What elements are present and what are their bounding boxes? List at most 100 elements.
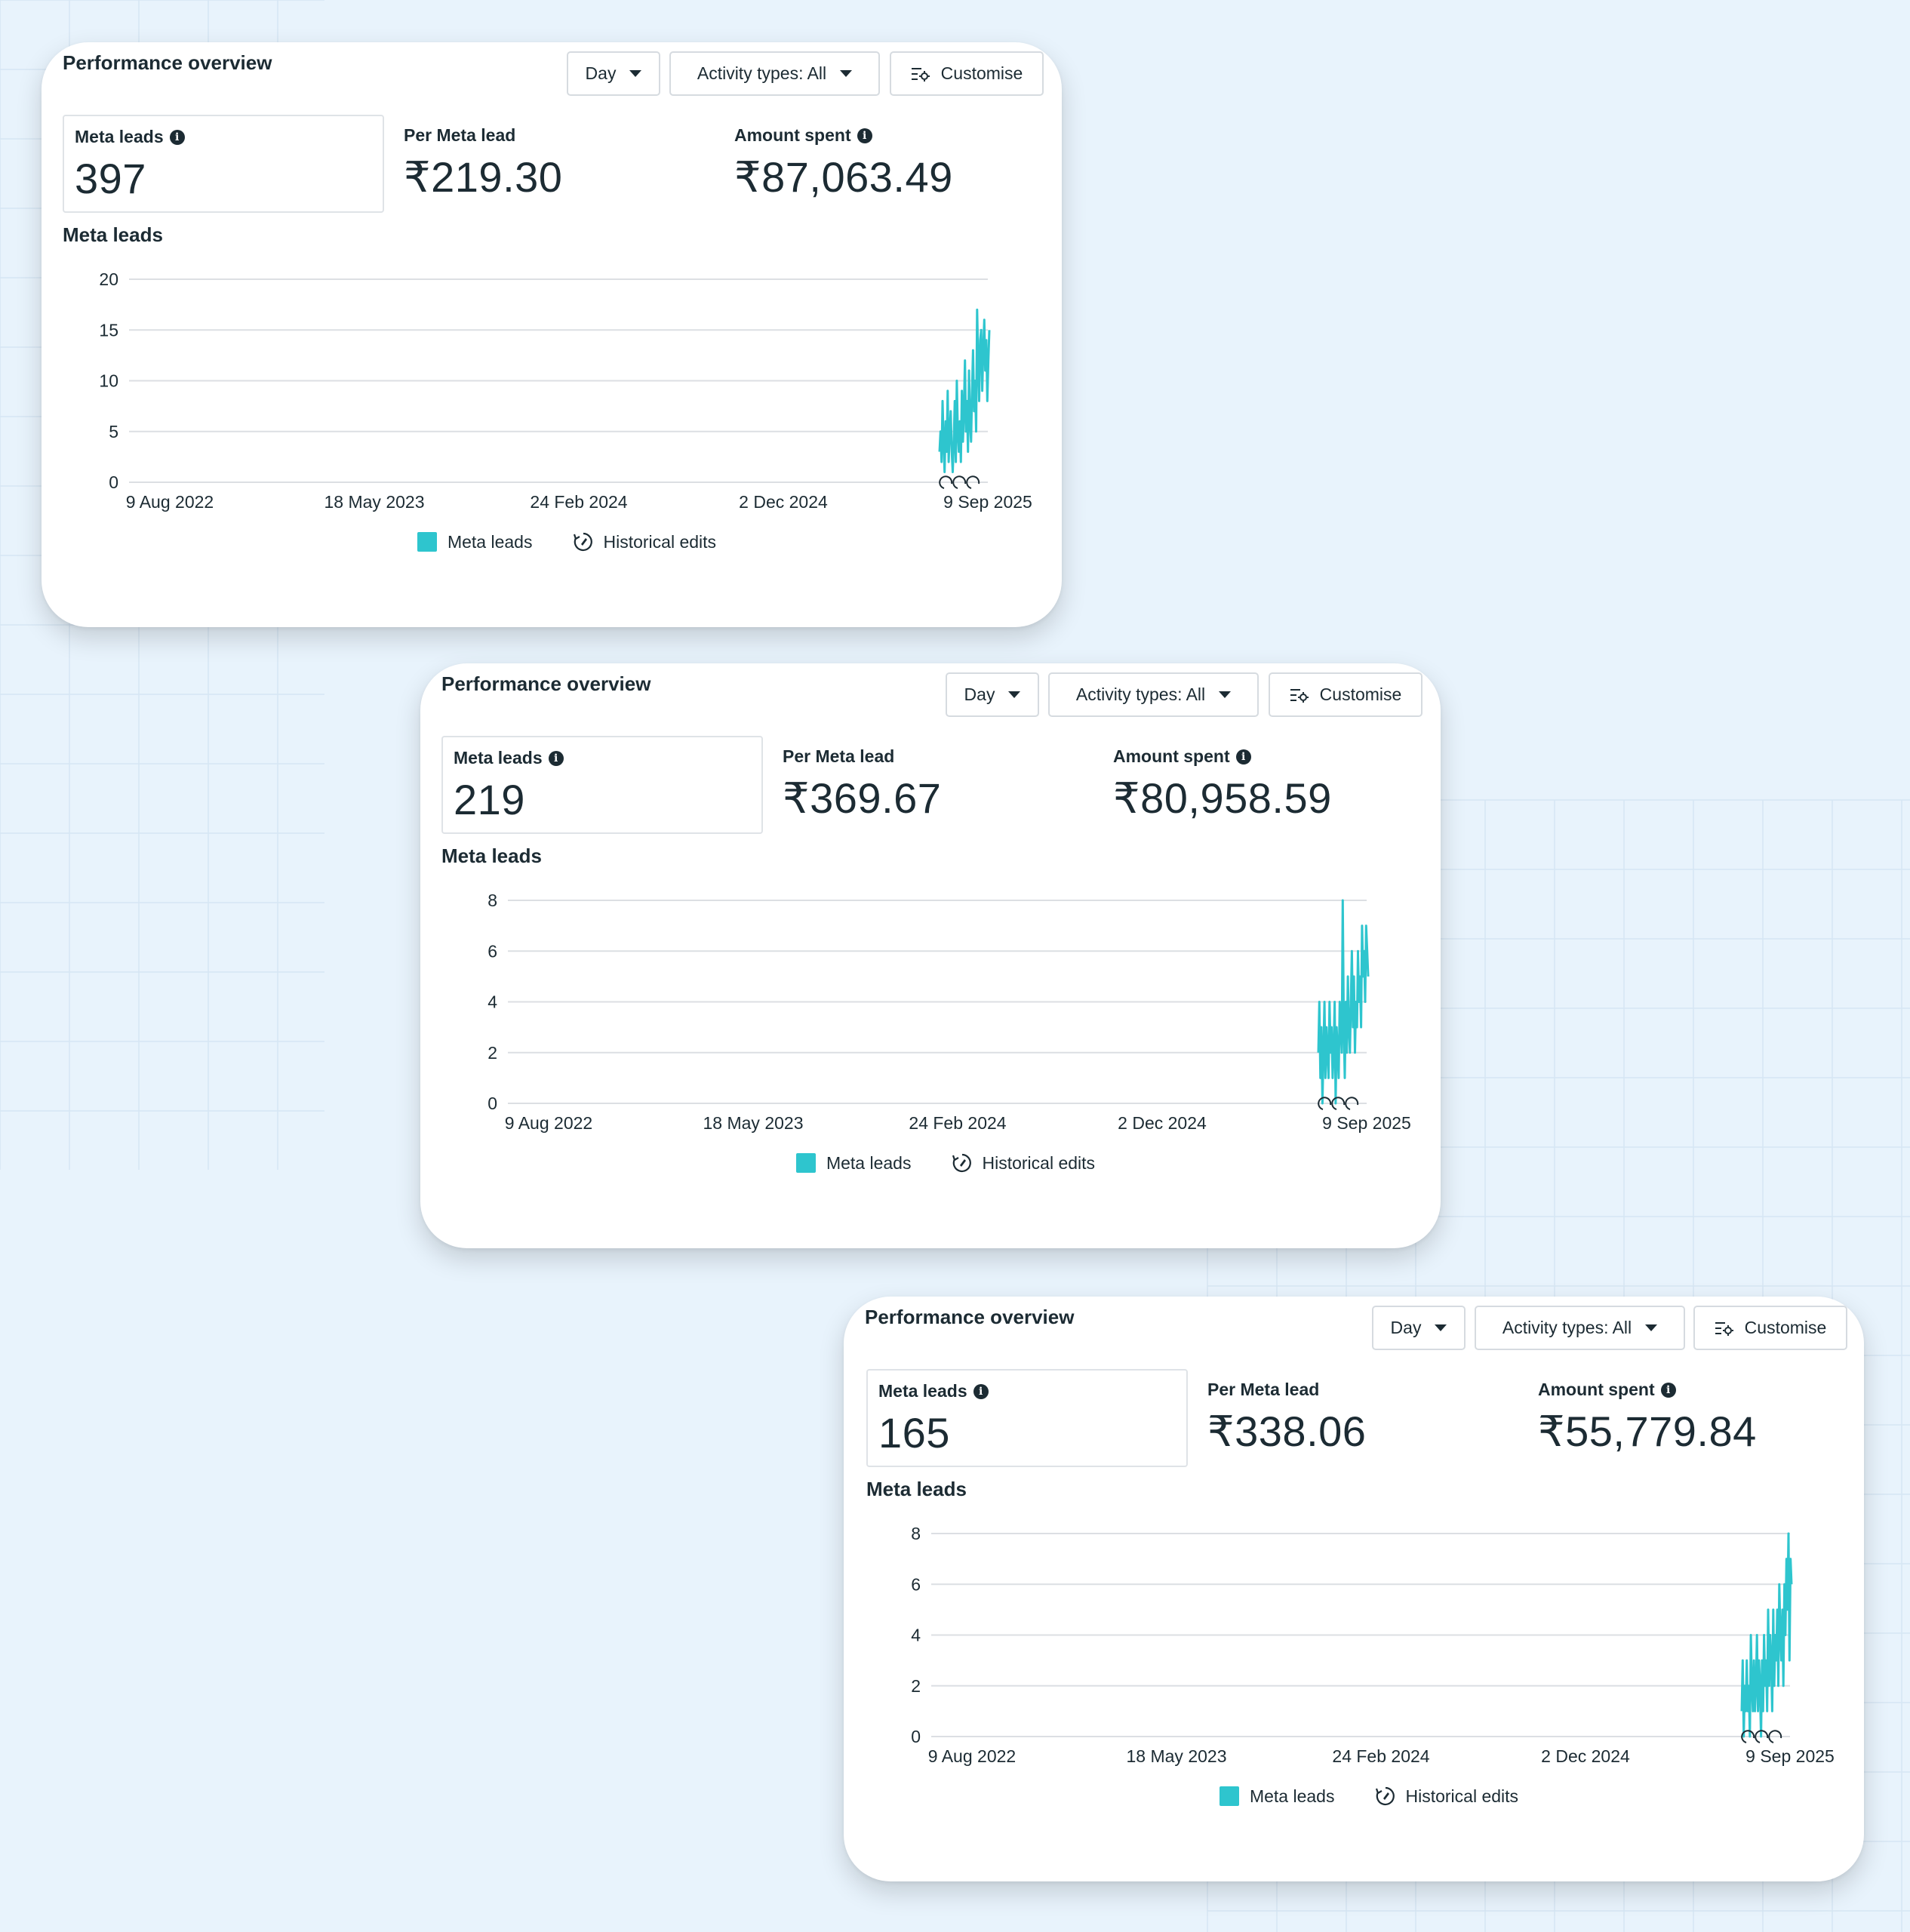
customise-label: Customise (1319, 685, 1402, 704)
metric-label: Meta leads (878, 1381, 967, 1401)
info-icon[interactable]: i (169, 129, 185, 145)
metric-value: ₹338.06 (1207, 1407, 1367, 1455)
legend-item-meta-leads[interactable]: Meta leads (795, 1153, 911, 1174)
historical-edit-marker (966, 475, 980, 489)
metric-amount-spent[interactable]: Amount spent i ₹80,958.59 (1103, 736, 1424, 834)
legend-label: Historical edits (982, 1152, 1096, 1173)
meta-leads-chart: 0 2 4 6 8 9 Aug 2022 18 May 2023 24 Feb 2024 2 D… (911, 1524, 1835, 1766)
metric-value: ₹80,958.59 (1113, 774, 1332, 822)
y-tick-label: 20 (99, 269, 118, 289)
chart-section-label: Meta leads (441, 844, 542, 867)
day-dropdown[interactable]: Day (567, 51, 660, 96)
chart-section-label: Meta leads (63, 223, 163, 246)
metric-amount-spent[interactable]: Amount spent i ₹55,779.84 (1527, 1369, 1849, 1467)
legend-label: Historical edits (1405, 1786, 1519, 1806)
customise-button[interactable]: Customise (1693, 1306, 1847, 1350)
x-tick-label: 18 May 2023 (324, 492, 425, 512)
activity-types-dropdown[interactable]: Activity types: All (669, 51, 880, 96)
x-tick-label: 2 Dec 2024 (1118, 1113, 1207, 1133)
historical-edit-marker (1755, 1730, 1769, 1743)
y-tick-label: 4 (487, 992, 497, 1012)
historical-edit-marker (1741, 1730, 1755, 1743)
x-tick-label: 9 Sep 2025 (943, 492, 1032, 512)
legend-swatch (417, 532, 437, 552)
settings-sliders-icon (1290, 688, 1309, 703)
customise-label: Customise (940, 63, 1023, 83)
x-tick-label: 9 Sep 2025 (1322, 1113, 1411, 1133)
chart-legend: Meta leads Historical edits (420, 1152, 1441, 1174)
historical-edit-marker (1331, 1097, 1346, 1110)
x-tick-label: 24 Feb 2024 (530, 492, 627, 512)
x-tick-label: 18 May 2023 (1127, 1746, 1227, 1766)
metric-per-meta-lead[interactable]: Per Meta lead ₹219.30 (393, 115, 715, 213)
metric-label-wrap: Amount spent i (1113, 746, 1251, 767)
y-tick-label: 6 (487, 941, 497, 961)
metric-amount-spent[interactable]: Amount spent i ₹87,063.49 (724, 115, 1045, 213)
legend-item-historical-edits[interactable]: Historical edits (952, 1152, 1095, 1174)
historical-edit-marker (1768, 1730, 1782, 1743)
metric-per-meta-lead[interactable]: Per Meta lead ₹369.67 (772, 736, 1093, 834)
metric-label: Per Meta lead (783, 746, 895, 766)
legend-item-historical-edits[interactable]: Historical edits (1375, 1786, 1518, 1807)
info-icon[interactable]: i (973, 1383, 989, 1399)
y-tick-label: 2 (487, 1043, 497, 1063)
customise-button[interactable]: Customise (1269, 672, 1423, 717)
chevron-down-icon (629, 70, 642, 77)
day-dropdown[interactable]: Day (1372, 1306, 1466, 1350)
metric-meta-leads[interactable]: Meta leads i 165 (866, 1369, 1188, 1467)
customise-button[interactable]: Customise (890, 51, 1044, 96)
legend-item-historical-edits[interactable]: Historical edits (573, 531, 716, 552)
metric-value: ₹87,063.49 (734, 153, 953, 201)
chevron-down-icon (1435, 1324, 1447, 1331)
y-tick-label: 6 (911, 1574, 921, 1594)
chart-section-label: Meta leads (866, 1478, 967, 1500)
y-tick-label: 0 (911, 1727, 921, 1746)
meta-leads-chart: 0 2 4 6 8 9 Aug 2022 18 May 2023 24 Feb 2024 2 D… (487, 891, 1411, 1133)
metric-per-meta-lead[interactable]: Per Meta lead ₹338.06 (1197, 1369, 1518, 1467)
day-dropdown-label: Day (964, 685, 995, 704)
series-line-meta-leads (1740, 1532, 1793, 1738)
activity-types-dropdown[interactable]: Activity types: All (1048, 672, 1259, 717)
info-icon[interactable]: i (548, 750, 564, 766)
metric-meta-leads[interactable]: Meta leads i 397 (63, 115, 384, 213)
x-tick-label: 24 Feb 2024 (909, 1113, 1006, 1133)
info-icon[interactable]: i (857, 128, 872, 143)
card-title: Performance overview (63, 51, 272, 74)
historical-edit-marker (939, 475, 953, 489)
x-tick-label: 2 Dec 2024 (1541, 1746, 1630, 1766)
legend-label: Historical edits (603, 531, 717, 552)
metric-label-wrap: Per Meta lead (404, 125, 515, 146)
meta-leads-chart: 0 5 10 15 20 9 Aug 2022 18 May 2023 24 Feb 2024… (99, 269, 1032, 512)
performance-card-1: Performance overview Day Activity types:… (42, 42, 1062, 627)
activity-types-dropdown[interactable]: Activity types: All (1475, 1306, 1685, 1350)
chevron-down-icon (1008, 691, 1021, 698)
y-tick-label: 8 (911, 1524, 921, 1543)
y-tick-label: 4 (911, 1626, 921, 1645)
metric-value: ₹219.30 (404, 153, 563, 201)
y-tick-label: 10 (99, 371, 118, 391)
x-tick-label: 9 Aug 2022 (126, 492, 214, 512)
metric-label: Amount spent (1113, 746, 1230, 766)
y-tick-label: 0 (487, 1094, 497, 1113)
customise-label: Customise (1744, 1318, 1827, 1337)
metric-label-wrap: Per Meta lead (783, 746, 894, 767)
metric-meta-leads[interactable]: Meta leads i 219 (441, 736, 763, 834)
history-edit-icon (952, 1153, 972, 1173)
activity-types-label: Activity types: All (1502, 1318, 1632, 1337)
info-icon[interactable]: i (1660, 1382, 1676, 1398)
legend-item-meta-leads[interactable]: Meta leads (417, 532, 532, 552)
x-tick-label: 9 Sep 2025 (1745, 1746, 1835, 1766)
series-line-meta-leads (1317, 899, 1370, 1105)
legend-item-meta-leads[interactable]: Meta leads (1219, 1786, 1334, 1807)
info-icon[interactable]: i (1235, 749, 1251, 764)
historical-edit-marker (1345, 1097, 1359, 1110)
x-tick-label: 2 Dec 2024 (739, 492, 828, 512)
metric-label: Amount spent (1538, 1380, 1655, 1399)
history-edit-icon (1376, 1786, 1395, 1806)
metric-label-wrap: Amount spent i (734, 125, 872, 146)
legend-swatch (795, 1153, 816, 1173)
x-tick-label: 9 Aug 2022 (505, 1113, 592, 1133)
settings-sliders-icon (911, 67, 930, 82)
card-title: Performance overview (865, 1306, 1075, 1328)
day-dropdown[interactable]: Day (946, 672, 1039, 717)
